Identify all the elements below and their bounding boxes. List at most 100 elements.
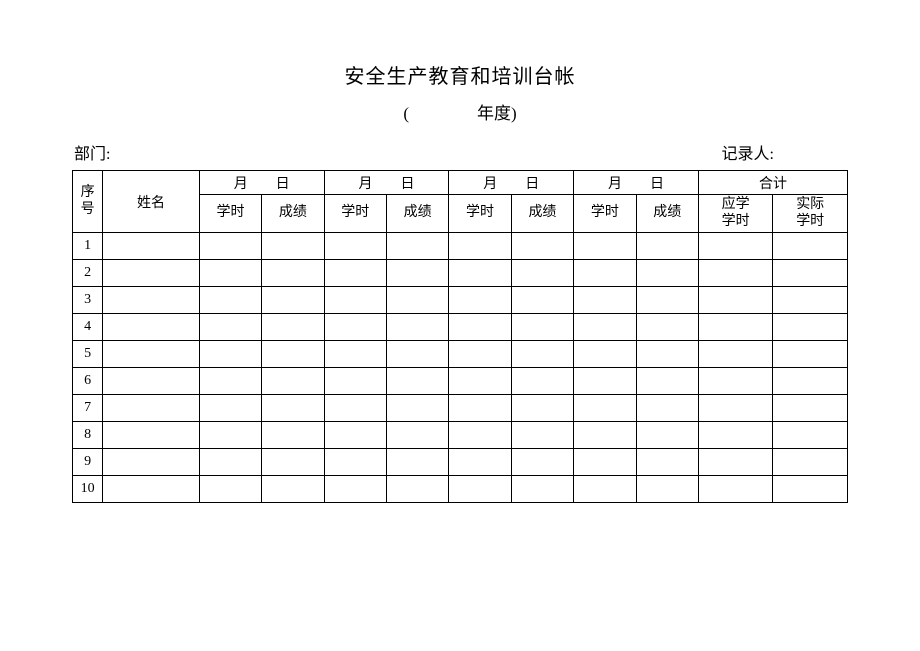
header-seq: 序号 xyxy=(73,171,103,233)
header-period-3: 月 日 xyxy=(449,171,574,195)
cell-score xyxy=(511,287,573,314)
cell-hours xyxy=(574,287,636,314)
cell-required xyxy=(698,341,772,368)
cell-actual xyxy=(773,233,848,260)
cell-actual xyxy=(773,314,848,341)
cell-score xyxy=(636,449,698,476)
cell-score xyxy=(262,314,324,341)
cell-score xyxy=(386,314,448,341)
cell-hours xyxy=(574,449,636,476)
cell-score xyxy=(511,368,573,395)
cell-seq: 2 xyxy=(73,260,103,287)
cell-score xyxy=(511,422,573,449)
cell-score xyxy=(511,449,573,476)
cell-score xyxy=(636,476,698,503)
cell-hours xyxy=(574,476,636,503)
header-actual-l1: 实际 xyxy=(796,197,824,212)
cell-score xyxy=(386,368,448,395)
header-name: 姓名 xyxy=(103,171,200,233)
cell-actual xyxy=(773,449,848,476)
cell-score xyxy=(636,314,698,341)
header-required-hours: 应学 学时 xyxy=(698,195,772,233)
header-period-1: 月 日 xyxy=(199,171,324,195)
cell-score xyxy=(511,233,573,260)
cell-hours xyxy=(199,287,261,314)
cell-actual xyxy=(773,395,848,422)
cell-score xyxy=(511,476,573,503)
header-score-2: 成绩 xyxy=(386,195,448,233)
cell-score xyxy=(636,368,698,395)
cell-name xyxy=(103,368,200,395)
table-row: 5 xyxy=(73,341,848,368)
cell-hours xyxy=(449,395,511,422)
header-seq-text: 序号 xyxy=(81,185,95,217)
cell-hours xyxy=(574,422,636,449)
training-ledger-table: 序号 姓名 月 日 月 日 月 日 月 日 合计 学时 成绩 学时 成绩 学时 … xyxy=(72,170,848,503)
table-row: 2 xyxy=(73,260,848,287)
header-actual-hours: 实际 学时 xyxy=(773,195,848,233)
cell-name xyxy=(103,341,200,368)
table-row: 3 xyxy=(73,287,848,314)
header-score-4: 成绩 xyxy=(636,195,698,233)
cell-score xyxy=(636,341,698,368)
cell-hours xyxy=(324,260,386,287)
cell-required xyxy=(698,287,772,314)
cell-hours xyxy=(199,422,261,449)
cell-hours xyxy=(324,314,386,341)
header-period-2: 月 日 xyxy=(324,171,449,195)
cell-score xyxy=(262,476,324,503)
cell-hours xyxy=(574,233,636,260)
cell-score xyxy=(262,233,324,260)
cell-score xyxy=(386,476,448,503)
recorder-label: 记录人: xyxy=(722,140,774,164)
cell-seq: 8 xyxy=(73,422,103,449)
cell-hours xyxy=(199,260,261,287)
cell-score xyxy=(262,341,324,368)
cell-hours xyxy=(199,314,261,341)
header-total: 合计 xyxy=(698,171,847,195)
cell-hours xyxy=(199,368,261,395)
cell-score xyxy=(262,368,324,395)
cell-score xyxy=(386,422,448,449)
cell-hours xyxy=(324,341,386,368)
cell-hours xyxy=(324,476,386,503)
cell-score xyxy=(636,233,698,260)
cell-required xyxy=(698,422,772,449)
page-title: 安全生产教育和培训台帐 xyxy=(72,60,848,89)
cell-hours xyxy=(449,476,511,503)
cell-name xyxy=(103,395,200,422)
cell-score xyxy=(386,260,448,287)
table-row: 10 xyxy=(73,476,848,503)
cell-hours xyxy=(324,233,386,260)
cell-required xyxy=(698,449,772,476)
cell-seq: 7 xyxy=(73,395,103,422)
cell-required xyxy=(698,368,772,395)
cell-score xyxy=(636,395,698,422)
cell-score xyxy=(386,449,448,476)
meta-row: 部门: 记录人: xyxy=(72,140,848,164)
header-hours-4: 学时 xyxy=(574,195,636,233)
cell-seq: 6 xyxy=(73,368,103,395)
cell-hours xyxy=(449,422,511,449)
cell-score xyxy=(386,341,448,368)
header-period-4: 月 日 xyxy=(574,171,699,195)
cell-score xyxy=(262,260,324,287)
cell-actual xyxy=(773,287,848,314)
cell-hours xyxy=(199,449,261,476)
cell-hours xyxy=(324,395,386,422)
cell-name xyxy=(103,449,200,476)
cell-seq: 3 xyxy=(73,287,103,314)
cell-hours xyxy=(574,314,636,341)
cell-name xyxy=(103,422,200,449)
cell-hours xyxy=(574,260,636,287)
table-row: 1 xyxy=(73,233,848,260)
header-score-1: 成绩 xyxy=(262,195,324,233)
cell-seq: 10 xyxy=(73,476,103,503)
cell-score xyxy=(262,395,324,422)
cell-name xyxy=(103,476,200,503)
cell-required xyxy=(698,476,772,503)
cell-required xyxy=(698,260,772,287)
header-actual-l2: 学时 xyxy=(796,214,824,229)
cell-score xyxy=(511,314,573,341)
header-required-l1: 应学 xyxy=(722,197,750,212)
